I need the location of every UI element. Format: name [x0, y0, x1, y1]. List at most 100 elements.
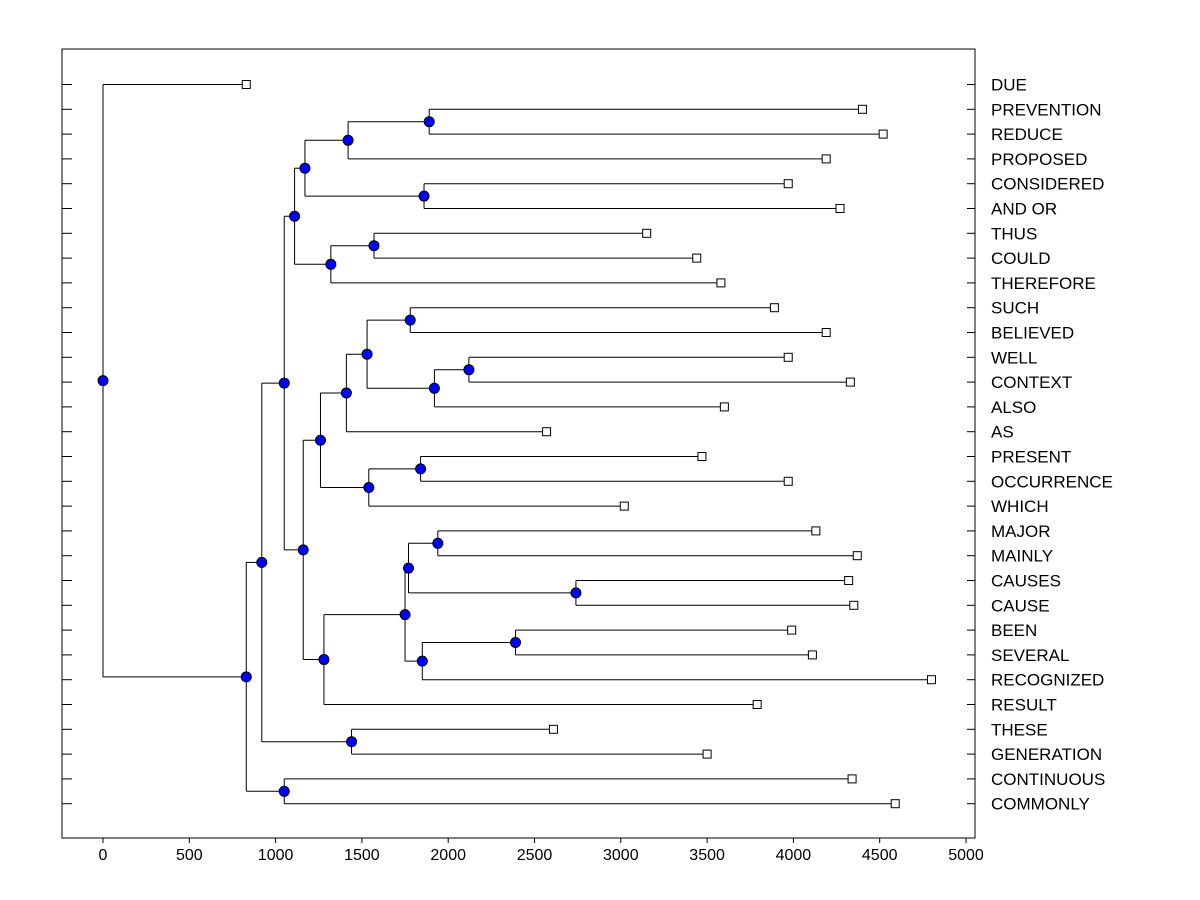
- leaf-labels: DUE PREVENTION REDUCE PROPOSED CONSIDERED AND…: [991, 76, 1113, 814]
- merge-node: [256, 556, 268, 568]
- merge-node: [416, 655, 428, 667]
- merge-node: [423, 116, 435, 128]
- leaf-marker: [783, 476, 793, 486]
- leaf-marker: [769, 303, 779, 313]
- leaf-label: THEREFORE: [991, 274, 1096, 293]
- merge-node: [342, 134, 354, 146]
- leaf-label: MAJOR: [991, 522, 1051, 541]
- leaf-marker: [926, 675, 936, 685]
- leaf-marker: [811, 526, 821, 536]
- x-tick-label: 1500: [344, 847, 380, 864]
- leaf-label: CONSIDERED: [991, 175, 1104, 194]
- leaf-label: PROPOSED: [991, 150, 1087, 169]
- leaf-label: BELIEVED: [991, 324, 1074, 343]
- leaf-label: COMMONLY: [991, 795, 1090, 814]
- leaf-label: AND OR: [991, 200, 1057, 219]
- merge-node: [368, 240, 380, 252]
- leaf-label: CONTINUOUS: [991, 770, 1105, 789]
- leaf-label: BEEN: [991, 621, 1037, 640]
- merge-node: [240, 671, 252, 683]
- leaf-marker: [821, 154, 831, 164]
- merge-node: [570, 587, 582, 599]
- leaf-marker: [719, 402, 729, 412]
- leaf-label: SEVERAL: [991, 646, 1069, 665]
- leaf-label: REDUCE: [991, 125, 1063, 144]
- merge-node: [404, 314, 416, 326]
- leaf-label: SUCH: [991, 299, 1039, 318]
- leaf-label: MAINLY: [991, 547, 1053, 566]
- leaf-label: CAUSE: [991, 596, 1050, 615]
- leaf-markers: [241, 80, 936, 809]
- x-tick-label: 2500: [517, 847, 553, 864]
- leaf-label: PREVENTION: [991, 100, 1102, 119]
- merge-node: [363, 482, 375, 493]
- leaf-marker: [847, 774, 857, 784]
- merge-node: [278, 785, 290, 797]
- merge-node: [325, 258, 337, 270]
- leaf-label: GENERATION: [991, 745, 1102, 764]
- leaf-marker: [890, 799, 900, 809]
- leaf-marker: [835, 204, 845, 213]
- leaf-marker: [783, 179, 793, 189]
- merge-node: [510, 637, 522, 648]
- leaf-label: RESULT: [991, 696, 1057, 715]
- merge-node: [297, 544, 309, 556]
- x-tick-label: 0: [99, 847, 108, 864]
- leaf-marker: [787, 625, 797, 635]
- leaf-label: DUE: [991, 76, 1027, 95]
- leaf-marker: [783, 352, 793, 362]
- merge-node: [278, 377, 290, 389]
- merge-node: [318, 654, 330, 666]
- merge-node: [361, 348, 373, 360]
- leaf-marker: [716, 278, 726, 288]
- leaf-marker: [702, 749, 712, 759]
- merge-node: [289, 210, 301, 222]
- leaf-label: CAUSES: [991, 572, 1061, 591]
- merge-node: [314, 434, 326, 446]
- x-tick-label: 2000: [430, 847, 466, 864]
- leaf-label: WHICH: [991, 497, 1049, 516]
- merge-node: [299, 162, 311, 174]
- merge-node: [97, 375, 109, 387]
- leaf-label: RECOGNIZED: [991, 671, 1104, 690]
- leaf-label: CONTEXT: [991, 373, 1072, 392]
- merge-node: [340, 387, 352, 399]
- merge-node: [399, 609, 411, 621]
- merge-nodes: [97, 116, 582, 797]
- merge-node: [428, 382, 440, 394]
- leaf-marker: [697, 452, 707, 461]
- x-tick-label: 3000: [603, 847, 639, 864]
- leaf-marker: [852, 551, 862, 561]
- leaf-marker: [692, 253, 702, 263]
- leaf-label: PRESENT: [991, 448, 1071, 467]
- leaf-marker: [807, 650, 817, 660]
- x-tick-label: 500: [176, 847, 203, 864]
- leaf-label: ALSO: [991, 398, 1036, 417]
- leaf-marker: [241, 80, 251, 89]
- axis-ticks: 0 500 1000 1500 2000 2500 3000 3500 4000 4500 5000: [62, 84, 984, 864]
- x-tick-label: 4000: [776, 847, 812, 864]
- leaf-marker: [845, 377, 855, 387]
- leaf-marker: [844, 576, 854, 585]
- merge-node: [415, 463, 427, 475]
- leaf-marker: [548, 724, 558, 734]
- x-tick-label: 3500: [689, 847, 725, 864]
- leaf-marker: [619, 501, 629, 511]
- leaf-marker: [542, 427, 552, 437]
- merge-node: [403, 562, 415, 574]
- leaf-label: OCCURRENCE: [991, 472, 1113, 491]
- merge-node: [346, 736, 358, 748]
- leaf-marker: [878, 129, 888, 139]
- leaf-marker: [857, 104, 867, 114]
- leaf-label: WELL: [991, 348, 1037, 367]
- leaf-label: AS: [991, 423, 1014, 442]
- merge-node: [432, 537, 444, 549]
- merge-node: [418, 190, 430, 202]
- plot-frame: [61, 48, 976, 839]
- x-tick-label: 5000: [948, 847, 984, 864]
- leaf-label: THESE: [991, 720, 1048, 739]
- leaf-marker: [642, 228, 652, 238]
- leaf-label: COULD: [991, 249, 1051, 268]
